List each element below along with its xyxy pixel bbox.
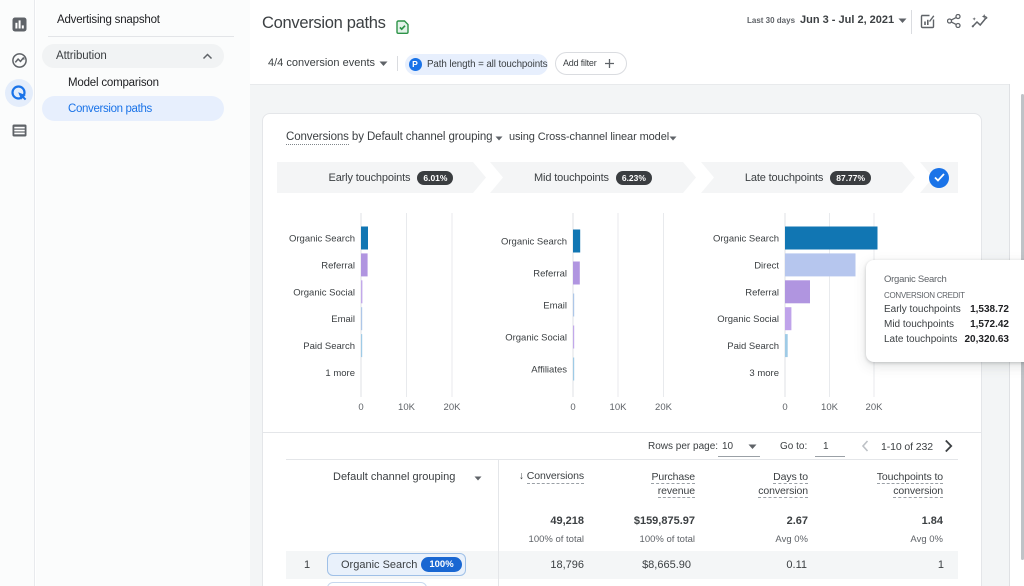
svg-text:0: 0	[570, 402, 575, 413]
svg-text:0: 0	[358, 402, 363, 413]
svg-text:Organic Social: Organic Social	[505, 333, 567, 344]
svg-text:10K: 10K	[398, 402, 416, 413]
svg-text:Paid Search: Paid Search	[303, 341, 355, 352]
svg-text:20K: 20K	[866, 402, 884, 413]
svg-text:Direct: Direct	[754, 260, 779, 271]
svg-text:Organic Social: Organic Social	[717, 314, 779, 325]
svg-text:Referral: Referral	[533, 269, 567, 280]
svg-text:Referral: Referral	[321, 260, 355, 271]
svg-text:Organic Search: Organic Search	[501, 237, 567, 248]
svg-text:Referral: Referral	[745, 287, 779, 298]
svg-text:20K: 20K	[655, 402, 673, 413]
svg-text:Organic Search: Organic Search	[713, 234, 779, 245]
svg-text:0: 0	[782, 402, 787, 413]
svg-text:3 more: 3 more	[749, 368, 779, 379]
svg-text:Organic Search: Organic Search	[289, 234, 355, 245]
svg-text:Email: Email	[543, 301, 567, 312]
svg-text:Affiliates: Affiliates	[531, 365, 567, 376]
svg-text:10K: 10K	[610, 402, 628, 413]
svg-text:10K: 10K	[821, 402, 839, 413]
svg-text:Email: Email	[331, 314, 355, 325]
svg-text:20K: 20K	[444, 402, 462, 413]
svg-text:Paid Search: Paid Search	[727, 341, 779, 352]
svg-text:Organic Social: Organic Social	[293, 287, 355, 298]
svg-text:1 more: 1 more	[325, 368, 355, 379]
